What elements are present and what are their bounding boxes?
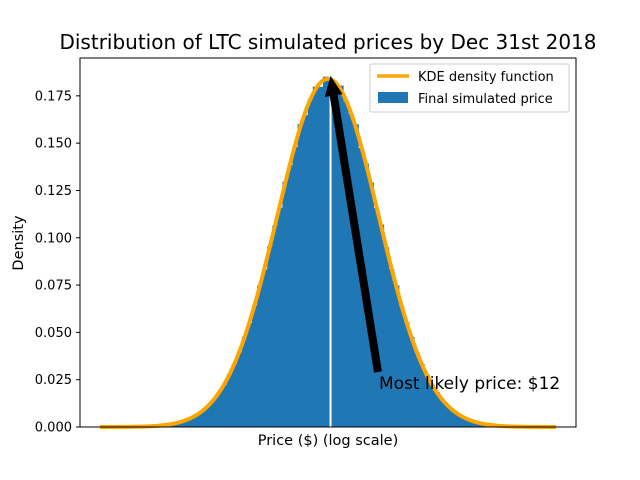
- histogram-bar: [353, 124, 359, 427]
- histogram-bar: [267, 246, 273, 427]
- histogram-bar: [469, 421, 476, 427]
- histogram-bar: [474, 422, 481, 427]
- histogram-bar: [378, 224, 385, 427]
- histogram-bar: [393, 285, 400, 427]
- legend-bars-label: Final simulated price: [418, 92, 553, 107]
- histogram-bar: [409, 336, 415, 427]
- kde-curve: [99, 76, 557, 429]
- histogram-bar: [252, 305, 258, 427]
- histogram-bar: [449, 409, 456, 427]
- histogram-bar: [444, 405, 450, 427]
- histogram-bar: [383, 247, 390, 427]
- annotation-arrow-shaft: [329, 94, 382, 373]
- histogram-bar: [317, 86, 324, 427]
- histogram-bar: [196, 413, 202, 427]
- histogram-bar: [282, 181, 288, 427]
- y-tick-label: 0.125: [35, 184, 72, 199]
- histogram-bar: [186, 418, 192, 427]
- histogram-bar: [424, 374, 430, 427]
- legend-bars-swatch: [378, 92, 408, 103]
- plot-frame: [79, 57, 577, 428]
- legend-kde-label: KDE density function: [418, 70, 554, 85]
- y-axis: 0.000 0.025 0.050 0.075 0.100 0.125 0.150 0.175: [35, 89, 80, 436]
- chart-title: Distribution of LTC simulated prices by …: [59, 30, 596, 54]
- y-tick-label: 0.025: [35, 373, 72, 388]
- histogram-bar: [373, 207, 380, 427]
- histogram-bar: [338, 85, 344, 427]
- histogram-bar: [312, 86, 319, 428]
- histogram-bar: [211, 399, 217, 427]
- histogram-bar: [292, 146, 298, 427]
- histogram-bar: [236, 352, 243, 427]
- y-tick-label: 0.050: [35, 326, 72, 341]
- histogram-bar: [231, 364, 238, 427]
- histogram-bar: [241, 336, 248, 427]
- histogram-bar: [348, 113, 354, 428]
- histogram-bar: [414, 352, 420, 427]
- y-tick-label: 0.100: [35, 231, 72, 246]
- histogram-bar: [439, 399, 445, 427]
- histogram-bar: [181, 421, 187, 427]
- annotation-text: Most likely price: $12: [379, 374, 560, 394]
- histogram-bar: [277, 207, 283, 427]
- legend: KDE density function Final simulated pri…: [369, 63, 570, 113]
- histogram-bar: [343, 101, 349, 427]
- histogram-bar: [216, 392, 222, 427]
- annotation: Most likely price: $12: [324, 75, 560, 394]
- x-axis-label: Price ($) (log scale): [258, 433, 399, 449]
- y-tick-label: 0.075: [35, 279, 72, 294]
- histogram-bar: [302, 115, 309, 427]
- histogram-bar: [257, 285, 263, 427]
- histogram-bar: [246, 323, 253, 427]
- histogram-bar: [262, 269, 268, 427]
- y-tick-label: 0.000: [35, 421, 72, 436]
- y-tick-label: 0.175: [35, 89, 72, 104]
- histogram-bar: [191, 416, 197, 427]
- histogram-bar: [454, 413, 461, 427]
- histogram-bar: [333, 86, 339, 427]
- histogram-bar: [429, 384, 435, 427]
- histogram-bar: [434, 392, 440, 427]
- histogram-bar: [297, 124, 304, 428]
- histogram-bar: [206, 405, 212, 427]
- histogram-bar: [388, 269, 395, 427]
- histogram-bar: [287, 165, 293, 428]
- histogram-bar: [419, 363, 425, 427]
- histogram-bar: [201, 409, 207, 427]
- histogram-bar: [272, 225, 278, 427]
- histogram-bar: [398, 306, 405, 427]
- y-axis-label: Density: [11, 215, 27, 271]
- histogram-bar: [404, 322, 410, 427]
- histogram-bar: [307, 99, 314, 428]
- histogram-bar: [226, 374, 233, 427]
- histogram-bar: [176, 422, 182, 427]
- histogram-bar: [464, 418, 471, 427]
- histogram-bar: [322, 76, 329, 427]
- histogram-bar: [459, 416, 466, 427]
- annotation-arrow-head: [324, 75, 343, 97]
- histogram-bar: [221, 384, 228, 427]
- y-tick-label: 0.150: [35, 137, 72, 152]
- kde-line: [99, 76, 557, 429]
- legend-box: [369, 63, 570, 113]
